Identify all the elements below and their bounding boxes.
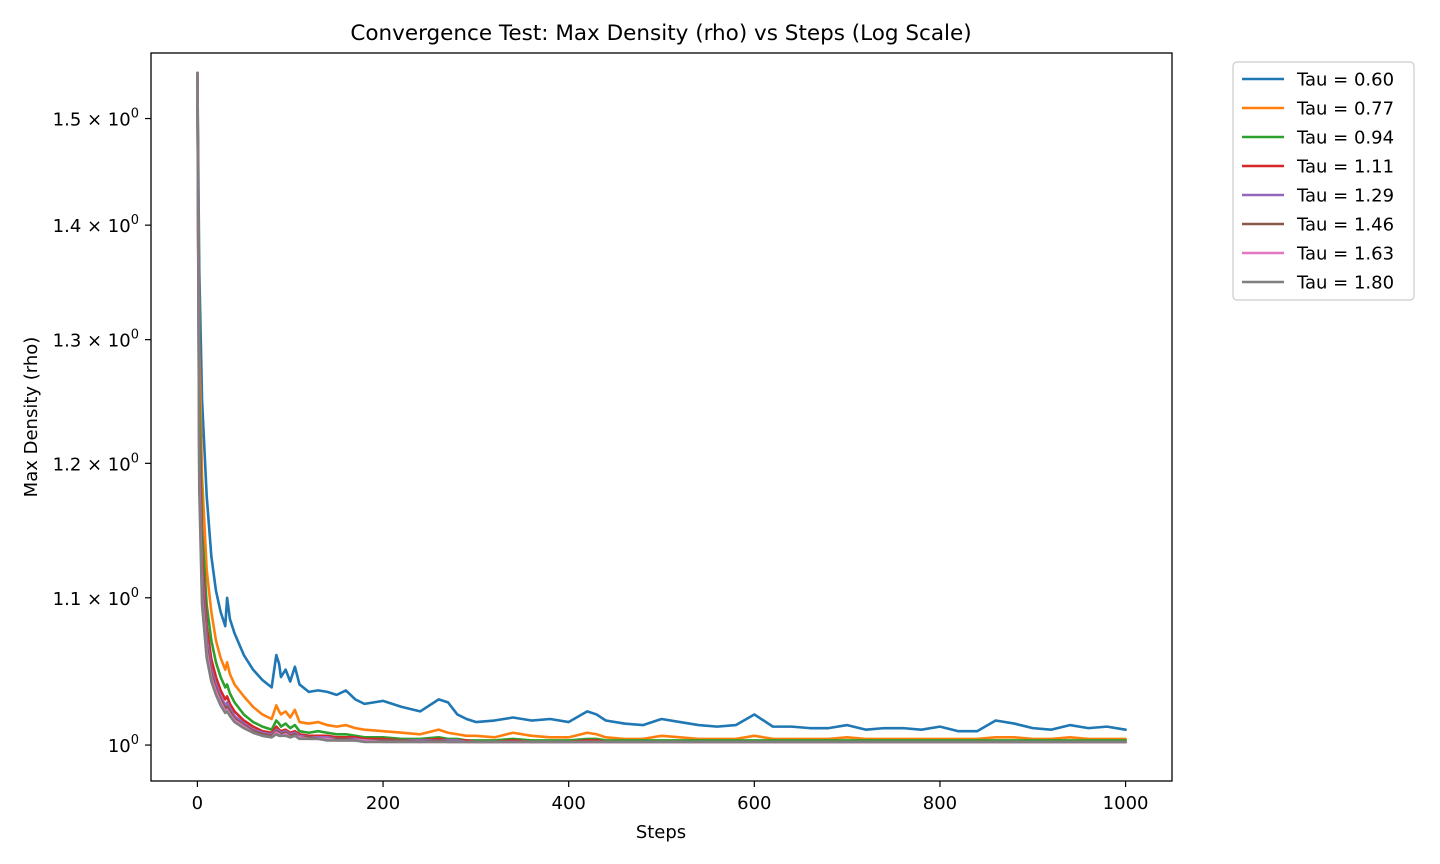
y-tick-label: 1.3 × 100 (53, 328, 139, 352)
legend-label: Tau = 1.46 (1296, 215, 1394, 236)
y-tick-label: 1.4 × 100 (53, 213, 139, 237)
legend-label: Tau = 1.80 (1296, 273, 1394, 294)
y-tick-label: 1.2 × 100 (53, 451, 139, 475)
series-line-1 (196, 71, 1127, 733)
series-line-8 (196, 71, 1127, 744)
legend-label: Tau = 1.29 (1296, 186, 1394, 207)
x-tick-label: 400 (552, 793, 586, 814)
plot-frame (150, 52, 1173, 782)
x-tick-label: 200 (366, 793, 400, 814)
legend-label: Tau = 1.11 (1296, 157, 1394, 178)
legend-label: Tau = 1.63 (1296, 244, 1394, 265)
series-layer (196, 71, 1127, 744)
series-line-2 (196, 71, 1127, 741)
chart-title: Convergence Test: Max Density (rho) vs S… (350, 21, 971, 46)
legend-label: Tau = 0.77 (1296, 99, 1394, 120)
series-line-3 (196, 71, 1127, 742)
legend-label: Tau = 0.94 (1296, 128, 1394, 149)
x-tick-label: 600 (737, 793, 771, 814)
x-axis: 0 200 400 600 800 1000 (192, 781, 1149, 814)
y-tick-label: 100 (108, 733, 139, 757)
y-tick-label: 1.1 × 100 (53, 586, 139, 610)
y-axis: 100 1.1 × 100 1.2 × 100 1.3 × 100 1.4 × 100 1… (53, 107, 151, 757)
axes-layer (150, 52, 1173, 782)
legend-frame (1232, 61, 1415, 301)
legend: Tau = 0.60 Tau = 0.77 Tau = 0.94 Tau = 1.11… (1232, 61, 1415, 301)
y-tick-label: 1.5 × 100 (53, 107, 139, 131)
x-axis-label: Steps (636, 822, 686, 843)
y-axis-label: Max Density (rho) (21, 337, 42, 498)
x-tick-label: 0 (192, 793, 203, 814)
x-tick-label: 800 (923, 793, 957, 814)
legend-label: Tau = 0.60 (1296, 70, 1394, 91)
x-tick-label: 1000 (1103, 793, 1149, 814)
